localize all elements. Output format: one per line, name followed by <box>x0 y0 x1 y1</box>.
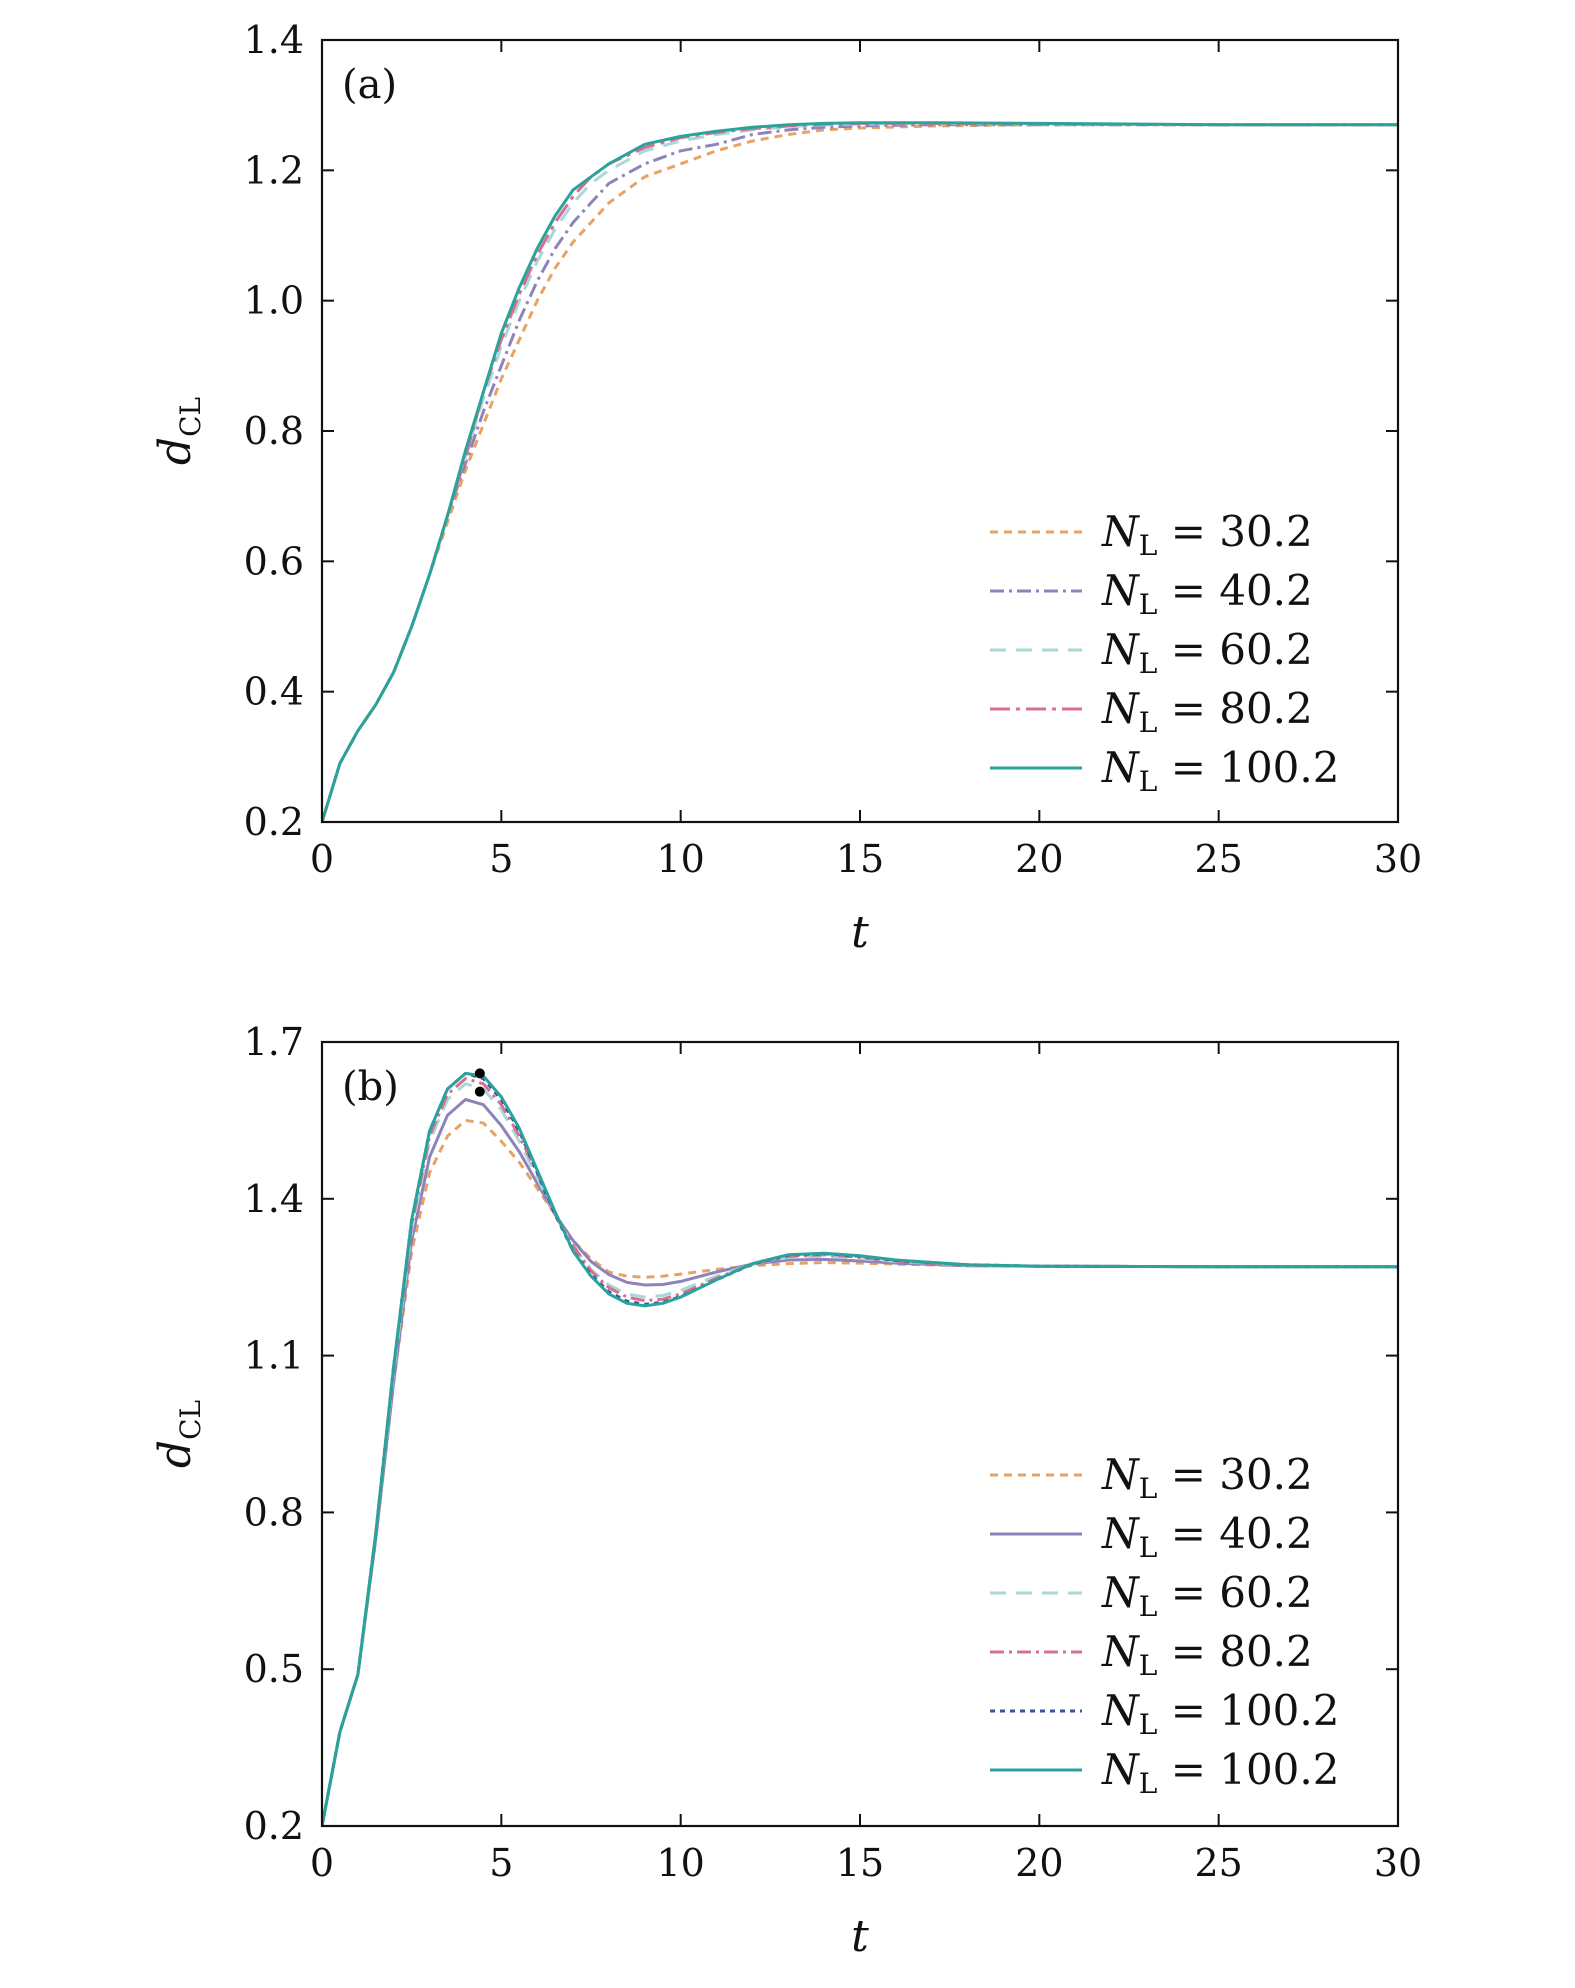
x-tick-label: 5 <box>489 1841 513 1885</box>
chart-panel-a: 0 5 10 15 20 25 30 0.2 0.4 0.6 0.8 1.0 1.2 1.4 t dCL (a)… <box>150 18 1422 958</box>
y-tick-label: 0.8 <box>244 409 304 453</box>
x-tick-label: 25 <box>1194 1841 1242 1885</box>
legend-label-5: NL = 100.2 <box>1101 1686 1339 1741</box>
legend-label-1: NL = 30.2 <box>1101 1450 1313 1505</box>
x-tick-label: 10 <box>656 837 704 881</box>
legend-label-5: NL = 100.2 <box>1101 743 1339 798</box>
chart-panel-b: 0 5 10 15 20 25 30 0.2 0.5 0.8 1.1 1.4 1.7 t dCL (b) NL … <box>150 1020 1422 1962</box>
x-tick-label: 0 <box>310 1841 334 1885</box>
series-line-1 <box>322 123 1398 822</box>
y-axis-label: dCL <box>150 397 207 465</box>
peak-marker-1 <box>474 1068 485 1079</box>
legend: NL = 30.2NL = 40.2NL = 60.2NL = 80.2NL =… <box>990 1450 1339 1800</box>
x-tick-label: 5 <box>489 837 513 881</box>
x-tick-label: 0 <box>310 837 334 881</box>
x-tick-label: 30 <box>1374 837 1422 881</box>
y-tick-label: 0.2 <box>244 800 304 844</box>
legend-label-2: NL = 40.2 <box>1101 1509 1313 1564</box>
y-tick-label: 0.5 <box>244 1647 304 1691</box>
x-tick-label: 25 <box>1194 837 1242 881</box>
legend-label-4: NL = 80.2 <box>1101 684 1313 739</box>
legend-label-6: NL = 100.2 <box>1101 1745 1339 1800</box>
x-tick-label: 15 <box>836 837 884 881</box>
y-tick-label: 1.7 <box>244 1020 304 1064</box>
legend-label-1: NL = 30.2 <box>1101 507 1313 562</box>
y-axis: 0.2 0.4 0.6 0.8 1.0 1.2 1.4 <box>244 18 1398 844</box>
series-lines <box>322 121 1398 822</box>
series-line-6 <box>322 1071 1398 1826</box>
series-line-2 <box>322 1098 1398 1826</box>
x-axis: 0 5 10 15 20 25 30 <box>310 40 1422 881</box>
y-tick-label: 1.4 <box>244 1177 304 1221</box>
series-lines <box>322 1071 1398 1826</box>
legend-label-4: NL = 80.2 <box>1101 1627 1313 1682</box>
y-tick-label: 1.0 <box>244 279 304 323</box>
legend-label-3: NL = 60.2 <box>1101 1568 1313 1623</box>
x-tick-label: 20 <box>1015 1841 1063 1885</box>
y-axis: 0.2 0.5 0.8 1.1 1.4 1.7 <box>244 1020 1398 1848</box>
panel-label: (b) <box>342 1064 399 1110</box>
panel-label: (a) <box>342 62 397 108</box>
y-tick-label: 1.1 <box>244 1334 304 1378</box>
y-tick-label: 0.8 <box>244 1490 304 1534</box>
y-tick-label: 0.4 <box>244 670 304 714</box>
x-tick-label: 30 <box>1374 1841 1422 1885</box>
legend: NL = 30.2NL = 40.2NL = 60.2NL = 80.2NL =… <box>990 507 1339 798</box>
x-axis-label: t <box>851 1911 869 1962</box>
y-tick-label: 1.2 <box>244 148 304 192</box>
y-tick-label: 0.6 <box>244 539 304 583</box>
series-line-1 <box>322 1118 1398 1826</box>
x-tick-label: 15 <box>836 1841 884 1885</box>
series-line-5 <box>322 121 1398 822</box>
y-tick-label: 0.2 <box>244 1804 304 1848</box>
y-tick-label: 1.4 <box>244 18 304 62</box>
legend-label-3: NL = 60.2 <box>1101 625 1313 680</box>
peak-marker-2 <box>474 1086 485 1097</box>
y-axis-label: dCL <box>150 1400 207 1468</box>
x-axis-label: t <box>851 907 869 958</box>
x-tick-label: 20 <box>1015 837 1063 881</box>
x-axis: 0 5 10 15 20 25 30 <box>310 1042 1422 1885</box>
x-tick-label: 10 <box>656 1841 704 1885</box>
legend-label-2: NL = 40.2 <box>1101 566 1313 621</box>
